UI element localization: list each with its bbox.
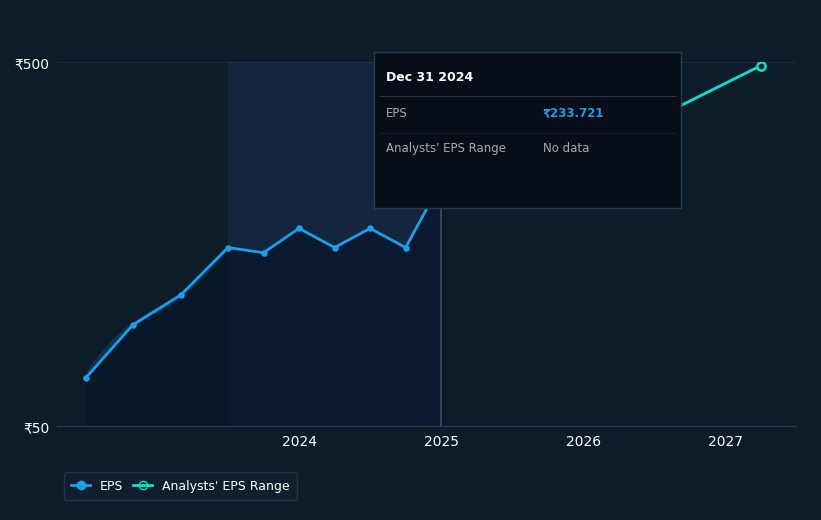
- Bar: [228, 62, 441, 426]
- Point: [328, 243, 341, 252]
- Point: [364, 224, 377, 232]
- Point: [434, 178, 447, 187]
- Point: [648, 114, 661, 123]
- Point: [175, 291, 188, 299]
- Point: [434, 178, 447, 187]
- Point: [292, 224, 305, 232]
- Text: Dec 31 2024: Dec 31 2024: [386, 71, 473, 84]
- Point: [470, 166, 484, 175]
- Legend: EPS, Analysts' EPS Range: EPS, Analysts' EPS Range: [64, 472, 297, 500]
- Point: [222, 243, 235, 252]
- Point: [126, 321, 140, 329]
- Text: ₹233.721: ₹233.721: [543, 107, 604, 120]
- Text: Analysts Forecasts: Analysts Forecasts: [450, 90, 560, 103]
- Text: EPS: EPS: [386, 107, 407, 120]
- Text: No data: No data: [543, 142, 589, 155]
- Text: Analysts' EPS Range: Analysts' EPS Range: [386, 142, 506, 155]
- Point: [399, 243, 412, 252]
- Text: Actual: Actual: [400, 90, 437, 103]
- Point: [80, 374, 93, 382]
- Point: [754, 61, 768, 70]
- Point: [257, 249, 270, 257]
